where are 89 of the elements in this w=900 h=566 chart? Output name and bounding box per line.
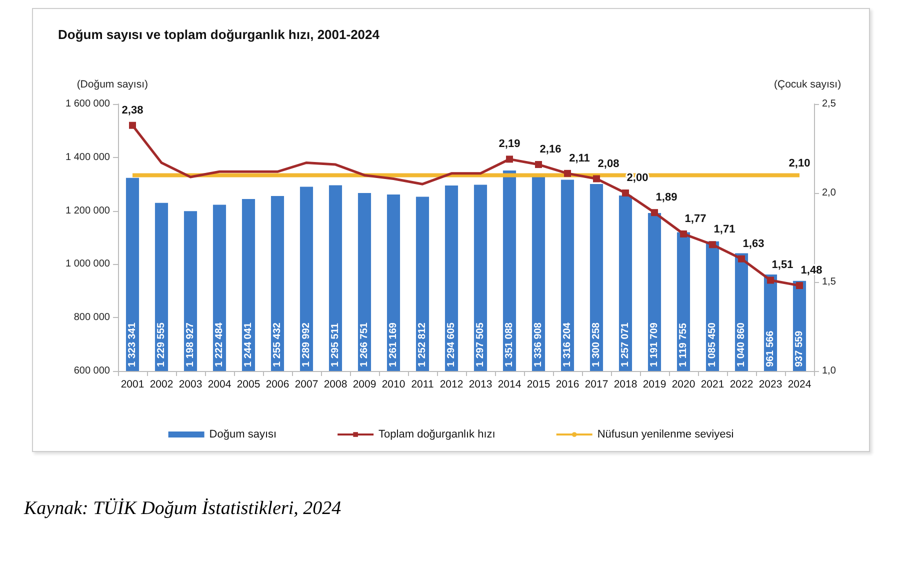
x-tick-label: 2003 [178, 378, 202, 390]
data-label: 1 244 041 [243, 322, 254, 367]
x-tick-label: 2012 [440, 378, 464, 390]
data-label: 1,48 [800, 264, 822, 277]
data-label: 1,77 [684, 212, 706, 225]
data-label: 1 191 709 [649, 322, 660, 367]
x-tick-label: 2008 [324, 378, 348, 390]
point [796, 282, 803, 290]
data-label: 1,51 [772, 259, 794, 272]
y2-axis-title: (Çocuk sayısı) [774, 78, 842, 90]
x-tick-label: 2019 [642, 378, 666, 390]
legend-label: Doğum sayısı [209, 428, 277, 440]
data-label: 1 336 908 [533, 322, 544, 367]
y-tick-label: 1 400 000 [66, 152, 110, 163]
point [709, 241, 716, 248]
point [622, 190, 629, 196]
y-tick-label: 800 000 [74, 312, 110, 324]
data-label: 1 119 755 [678, 322, 689, 367]
x-tick-label: 2014 [498, 378, 522, 390]
data-label: 2,16 [540, 144, 562, 156]
data-label: 1 085 450 [707, 322, 718, 367]
data-label: 1 257 071 [620, 322, 631, 367]
data-label: 2,08 [598, 158, 620, 170]
data-label: 1 297 505 [475, 322, 486, 367]
x-tick-label: 2004 [208, 378, 232, 390]
chart-title: Doğum sayısı ve toplam doğurganlık hızı, 2001-2024 [58, 27, 380, 42]
data-label: 1 266 751 [359, 322, 370, 367]
data-label: 1 252 812 [417, 322, 428, 367]
data-label: 1,71 [714, 224, 736, 236]
x-tick-label: 2001 [120, 378, 144, 390]
y-tick-label: 600 000 [74, 366, 110, 376]
point [651, 209, 658, 216]
y-axis-title: (Doğum sayısı) [76, 78, 148, 90]
data-label: 1 295 511 [330, 322, 341, 367]
data-label: 1 323 341 [127, 322, 138, 367]
data-label: 1 222 484 [214, 322, 225, 367]
x-tick-label: 2005 [236, 378, 260, 390]
y-tick-label: 1 200 000 [66, 205, 110, 216]
x-tick-label: 2013 [468, 378, 492, 390]
data-label: 1 289 992 [301, 322, 312, 367]
y2-tick-label: 1,5 [822, 276, 836, 288]
legend-label: Nüfusun yenilenme seviyesi [597, 428, 734, 440]
legend-label: Toplam doğurganlık hızı [378, 428, 496, 440]
x-tick-label: 2021 [700, 378, 724, 390]
point [680, 230, 687, 238]
x-tick-label: 2006 [266, 378, 290, 390]
data-label: 2,19 [498, 138, 520, 150]
data-label: 1 229 555 [156, 322, 167, 367]
x-tick-label: 2017 [584, 378, 608, 390]
point [564, 170, 571, 177]
x-tick-label: 2009 [352, 378, 376, 390]
x-tick-label: 2022 [730, 378, 754, 390]
data-label: 1 294 605 [446, 322, 457, 367]
data-label: 961 566 [765, 330, 776, 367]
data-label: 937 559 [794, 330, 805, 367]
y2-tick-label: 1,0 [822, 366, 836, 376]
y-tick-label: 1 000 000 [66, 258, 110, 270]
x-tick-label: 2020 [672, 378, 696, 390]
data-label: 1,63 [742, 238, 764, 250]
data-label: 1 261 169 [388, 322, 399, 367]
data-label: 2,38 [122, 104, 144, 116]
x-tick-label: 2011 [411, 378, 434, 390]
x-tick-label: 2024 [788, 378, 812, 390]
data-label: 1 300 258 [591, 322, 602, 367]
data-label: 1 198 927 [185, 322, 196, 367]
data-label: 1 316 204 [562, 322, 573, 367]
point [129, 122, 136, 129]
point [767, 276, 774, 284]
x-tick-label: 2023 [758, 378, 782, 390]
data-label: 1 255 432 [272, 322, 283, 367]
point [506, 156, 513, 163]
x-tick-label: 2002 [150, 378, 174, 390]
data-label: 2,10 [788, 158, 810, 170]
data-label: 1,89 [656, 192, 678, 204]
x-tick-label: 2010 [382, 378, 406, 390]
point [593, 175, 600, 182]
x-tick-label: 2007 [294, 378, 318, 390]
x-tick-label: 2018 [614, 378, 638, 390]
data-label: 1 351 088 [504, 322, 515, 367]
y2-tick-label: 2,5 [822, 98, 836, 110]
point [738, 255, 745, 262]
text: Kaynak: TÜİK Doğum İstatistikleri, 2024 [24, 498, 342, 520]
point [535, 161, 542, 168]
data-label: 2,11 [569, 152, 590, 164]
x-tick-label: 2016 [556, 378, 580, 390]
data-label: 1 040 860 [736, 322, 747, 367]
x-tick-label: 2015 [526, 378, 550, 390]
y2-tick-label: 2,0 [822, 188, 836, 198]
y-tick-label: 1 600 000 [66, 98, 110, 110]
